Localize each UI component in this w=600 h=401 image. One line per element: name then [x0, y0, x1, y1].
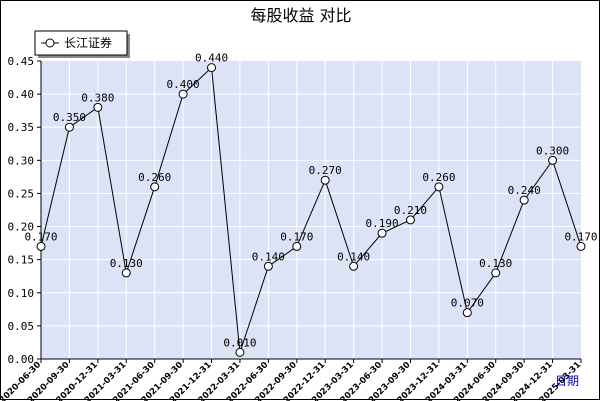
series-line — [40, 66, 582, 353]
data-label: 0.240 — [508, 184, 541, 197]
legend: 长江证券 — [34, 30, 130, 58]
data-point — [349, 261, 359, 271]
y-tick-label: 0.05 — [8, 320, 35, 333]
y-tick-label: 0.15 — [8, 254, 35, 267]
data-point — [519, 195, 529, 205]
x-axis-label: 日期 — [555, 374, 579, 388]
data-label: 0.130 — [479, 257, 512, 270]
y-tick-label: 0.20 — [8, 221, 35, 234]
data-label: 0.210 — [394, 204, 427, 217]
y-tick-label: 0.30 — [8, 154, 35, 167]
axes — [40, 61, 581, 360]
y-tick-label: 0.35 — [8, 121, 35, 134]
data-label: 0.380 — [81, 91, 114, 104]
chart-title: 每股收益 对比 — [250, 6, 351, 25]
data-label: 0.170 — [564, 230, 597, 243]
data-label: 0.070 — [451, 297, 484, 310]
data-point — [576, 241, 586, 251]
data-point — [377, 228, 387, 238]
data-label: 0.260 — [422, 171, 455, 184]
data-point — [462, 308, 472, 318]
data-point — [150, 182, 160, 192]
data-point — [64, 122, 74, 132]
data-point — [178, 89, 188, 99]
data-label: 0.140 — [337, 250, 370, 263]
data-label: 0.300 — [536, 144, 569, 157]
data-label: 0.350 — [53, 111, 86, 124]
data-label: 0.400 — [167, 78, 200, 91]
y-tick-label: 0.40 — [8, 88, 35, 101]
data-label: 0.260 — [138, 171, 171, 184]
data-point — [292, 241, 302, 251]
plot-area — [41, 61, 581, 359]
data-label: 0.010 — [223, 336, 256, 349]
data-labels: 0.170 0.350 0.380 0.130 0.260 0.400 0.440 0.010… — [24, 52, 597, 350]
data-label: 0.190 — [365, 217, 398, 230]
data-point — [263, 261, 273, 271]
data-point — [207, 63, 217, 73]
data-point — [434, 182, 444, 192]
y-tick-label: 0.10 — [8, 287, 35, 300]
series-markers — [36, 63, 586, 357]
data-label: 0.130 — [110, 257, 143, 270]
data-point — [491, 268, 501, 278]
legend-marker — [45, 38, 55, 48]
y-tick-label: 0.45 — [8, 55, 35, 68]
data-point — [320, 175, 330, 185]
series-lines — [40, 66, 582, 353]
data-point — [36, 241, 46, 251]
y-axis-ticks: 0.00 0.05 0.10 0.15 0.20 0.25 0.30 0.35 0.40 0.45 — [8, 55, 41, 366]
x-axis-ticks: 2020-06-302020-09-302020-12-312021-03-31… — [1, 359, 583, 401]
data-label: 0.270 — [309, 164, 342, 177]
data-label: 0.140 — [252, 250, 285, 263]
data-label: 0.170 — [280, 230, 313, 243]
data-point — [548, 155, 558, 165]
legend-entry: 长江证券 — [64, 35, 112, 50]
data-point — [405, 215, 415, 225]
y-tick-label: 0.25 — [8, 187, 35, 200]
data-point — [235, 347, 245, 357]
data-label: 0.170 — [24, 230, 57, 243]
data-label: 0.440 — [195, 52, 228, 65]
data-point — [93, 102, 103, 112]
y-tick-label: 0.00 — [8, 353, 35, 366]
data-point — [121, 268, 131, 278]
